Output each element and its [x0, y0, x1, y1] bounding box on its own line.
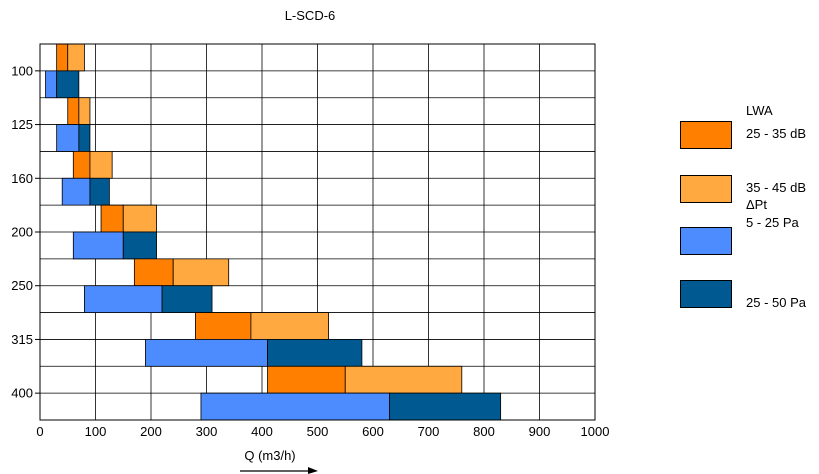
legend-heading-delta-pt: ΔPt [746, 197, 767, 212]
y-tick-label: 160 [11, 171, 33, 186]
chart-title: L-SCD-6 [284, 8, 336, 23]
legend-label-5-25-pa: 5 - 25 Pa [746, 215, 799, 230]
bar-125-lwa-25-35-db [67, 97, 80, 125]
bar-125-pt-5-25-pa [56, 124, 80, 152]
x-tick-label: 900 [529, 424, 551, 439]
x-tick-label: 1000 [581, 424, 610, 439]
bar-160-pt-5-25-pa [61, 177, 91, 206]
bar-315-lwa-25-35-db [194, 312, 252, 340]
legend-label-25-50-pa: 25 - 50 Pa [746, 295, 806, 310]
bar-160-pt-25-50-pa [89, 177, 110, 206]
x-tick-label: 300 [196, 424, 218, 439]
x-tick-label: 800 [473, 424, 495, 439]
x-tick-label: 400 [251, 424, 273, 439]
bar-250-lwa-35-45-db [172, 258, 230, 287]
y-tick-label: 200 [11, 225, 33, 240]
bar-315-pt-5-25-pa [145, 339, 268, 367]
y-tick-label: 125 [11, 117, 33, 132]
y-tick-label: 100 [11, 63, 33, 78]
legend-swatch-5-25-pa [680, 227, 732, 255]
bar-200-lwa-25-35-db [100, 204, 124, 233]
bar-100-lwa-35-45-db [67, 43, 85, 72]
bar-400-pt-25-50-pa [389, 392, 502, 421]
bar-400-lwa-35-45-db [344, 365, 463, 394]
bar-250-pt-25-50-pa [161, 285, 213, 313]
legend-swatch-25-50-pa [680, 280, 732, 308]
x-tick-label: 700 [418, 424, 440, 439]
legend-label-25-35-db: 25 - 35 dB [746, 126, 806, 141]
bar-160-lwa-25-35-db [72, 151, 91, 179]
legend-heading-lwa: LWA [746, 103, 773, 118]
x-axis-label: Q (m3/h) [244, 448, 295, 463]
y-tick-label: 400 [11, 386, 33, 401]
bar-200-pt-25-50-pa [122, 231, 157, 260]
y-tick-label: 315 [11, 332, 33, 347]
bar-100-lwa-25-35-db [56, 43, 69, 72]
bar-250-lwa-25-35-db [133, 258, 174, 287]
y-tick-label: 250 [11, 278, 33, 293]
bar-200-pt-5-25-pa [72, 231, 124, 260]
x-tick-label: 0 [36, 424, 43, 439]
bar-125-pt-25-50-pa [78, 124, 91, 152]
legend-label-35-45-db: 35 - 45 dB [746, 180, 806, 195]
x-tick-label: 600 [362, 424, 384, 439]
bar-160-lwa-35-45-db [89, 151, 113, 179]
bar-315-lwa-35-45-db [250, 312, 329, 340]
x-tick-label: 100 [85, 424, 107, 439]
x-tick-label: 500 [307, 424, 329, 439]
bar-125-lwa-35-45-db [78, 97, 91, 125]
x-tick-label: 200 [140, 424, 162, 439]
bar-400-lwa-25-35-db [267, 365, 346, 394]
legend-swatch-25-35-db [680, 121, 732, 149]
legend-swatch-35-45-db [680, 175, 732, 203]
arrow-icon [240, 467, 318, 474]
bar-100-pt-5-25-pa [45, 70, 58, 99]
plot-frame [39, 43, 596, 421]
bars [45, 43, 502, 421]
bar-315-pt-25-50-pa [267, 339, 363, 367]
bar-100-pt-25-50-pa [56, 70, 80, 99]
bar-400-pt-5-25-pa [200, 392, 391, 421]
bar-200-lwa-35-45-db [122, 204, 157, 233]
axes: 100 125 160 200 250 315 400 0 100 200 300 400 500 600… [11, 43, 610, 439]
bar-250-pt-5-25-pa [84, 285, 163, 313]
